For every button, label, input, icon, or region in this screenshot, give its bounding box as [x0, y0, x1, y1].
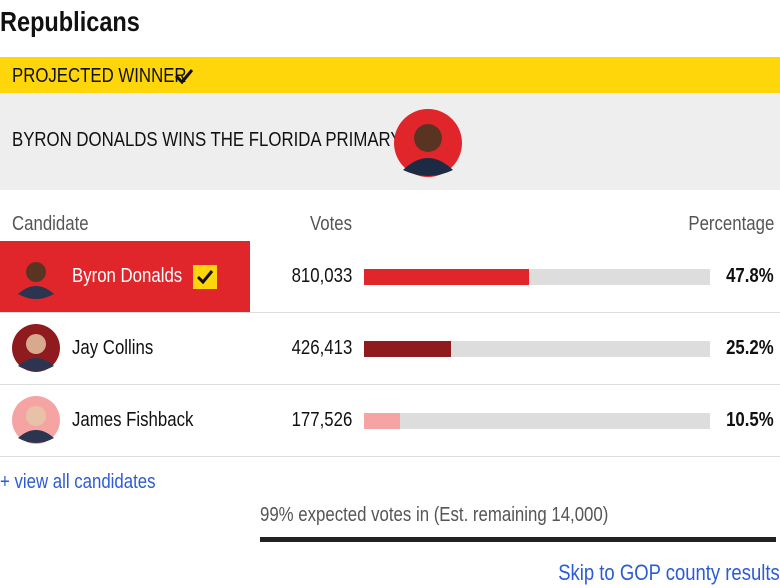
winner-banner: PROJECTED WINNER	[0, 57, 780, 93]
title-text: Republicans	[0, 6, 140, 37]
name-text: James Fishback	[72, 409, 194, 431]
check-icon	[174, 69, 194, 85]
bar	[364, 413, 401, 429]
avatar	[12, 324, 60, 372]
bar	[364, 341, 452, 357]
percentage: 47.8%	[717, 265, 774, 288]
col-percentage: Percentage	[688, 213, 774, 235]
row-divider	[0, 312, 780, 313]
status-bar	[260, 537, 776, 542]
title: Republicans	[0, 6, 166, 38]
row-divider	[0, 456, 780, 457]
row-divider	[0, 384, 780, 385]
percentage: 10.5%	[717, 409, 774, 432]
candidate-name: James Fishback	[72, 409, 217, 432]
banner-text: PROJECTED WINNER	[12, 65, 187, 87]
avatar	[12, 252, 60, 300]
headline: BYRON DONALDS WINS THE FLORIDA PRIMARY	[12, 129, 402, 151]
view-all-link[interactable]: + view all candidates	[0, 471, 156, 493]
candidate-name: Byron Donalds	[72, 265, 203, 288]
winner-photo	[394, 109, 462, 177]
bar-track	[364, 413, 710, 429]
winner-check	[193, 265, 217, 289]
votes-text: 810,033	[291, 265, 352, 287]
percentage-text: 47.8%	[726, 265, 774, 287]
name-text: Jay Collins	[72, 337, 154, 359]
col-votes: Votes	[309, 213, 352, 235]
percentage: 25.2%	[717, 337, 774, 360]
avatar	[12, 396, 60, 444]
percentage-text: 25.2%	[726, 337, 774, 359]
col-candidate: Candidate	[12, 213, 89, 235]
skip-link[interactable]: Skip to GOP county results	[558, 560, 780, 585]
votes: 426,413	[280, 337, 352, 360]
votes-text: 177,526	[291, 409, 352, 431]
percentage-text: 10.5%	[726, 409, 774, 431]
votes: 177,526	[280, 409, 352, 432]
candidate-name: Jay Collins	[72, 337, 169, 360]
votes-text: 426,413	[291, 337, 352, 359]
bar	[364, 269, 530, 285]
status-text: 99% expected votes in (Est. remaining 14…	[260, 504, 609, 526]
name-text: Byron Donalds	[72, 265, 183, 287]
headline-box: BYRON DONALDS WINS THE FLORIDA PRIMARY	[0, 93, 780, 190]
votes: 810,033	[280, 265, 352, 288]
